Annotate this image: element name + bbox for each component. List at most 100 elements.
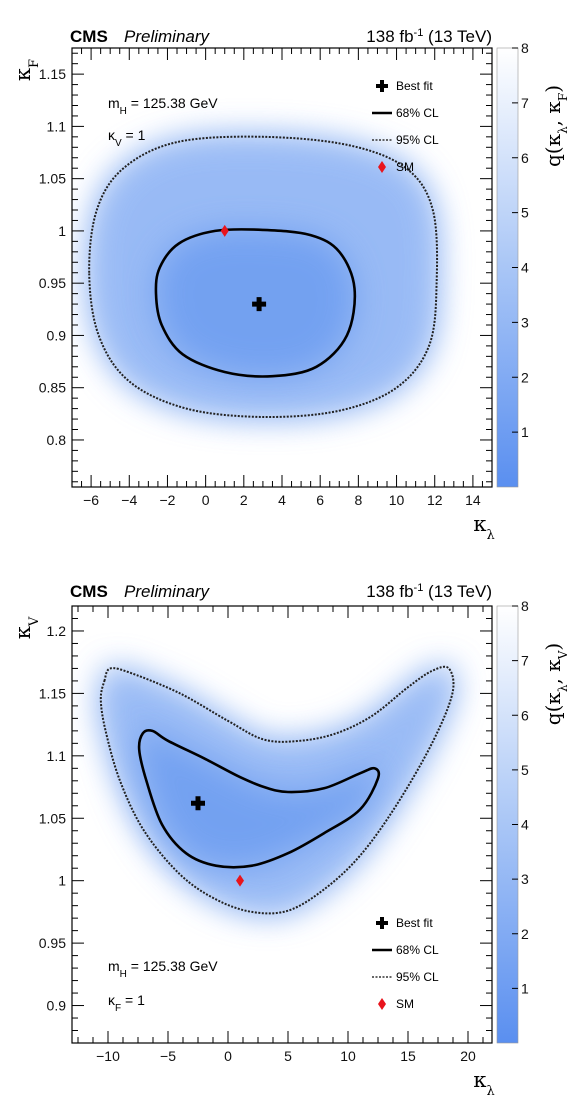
- annotation-mass: mH = 125.38 GeV: [108, 95, 218, 117]
- legend-best-fit-symbol: [376, 917, 388, 929]
- experiment-label: CMS: [70, 27, 108, 46]
- colorbar-tick-label: 6: [521, 150, 529, 166]
- best-fit-marker: [191, 796, 205, 811]
- chart-kappa-lambda-vs-kappa-v: −10 −5 0 5 10 15 20 0.9 0.95 1 1.05 1.1 1.15 1.2 CMS Pr…: [0, 553, 580, 1106]
- plot-frame: [71, 605, 493, 1044]
- x-tick-label: −2: [159, 492, 175, 508]
- heatmap-inner-shade: [139, 730, 379, 868]
- x-tick-label: −6: [83, 492, 99, 508]
- colorbar-tick-label: 3: [521, 871, 529, 887]
- x-tick-label: 4: [278, 492, 286, 508]
- contour-95-cl: [88, 135, 439, 419]
- legend-label: 95% CL: [396, 970, 439, 984]
- x-tick-label: 20: [460, 1048, 476, 1064]
- contour-68-cl: [154, 228, 357, 378]
- colorbar-tick-label: 6: [521, 707, 529, 723]
- y-tick-label: 0.9: [47, 327, 67, 343]
- x-tick-label: 8: [354, 492, 362, 508]
- y-tick-label: 1.15: [39, 685, 66, 701]
- legend-best-fit: Best fit: [376, 916, 433, 930]
- x-tick-label: 2: [240, 492, 248, 508]
- legend-label: 95% CL: [396, 133, 439, 147]
- contour-95-cl: [99, 665, 455, 915]
- y-tick-label: 1.05: [39, 810, 66, 826]
- x-axis-label: κλ: [473, 512, 494, 543]
- legend-label: Best fit: [396, 916, 433, 930]
- legend-sm-symbol: [378, 998, 386, 1010]
- sm-marker: [220, 224, 229, 237]
- y-tick-label: 0.8: [47, 432, 67, 448]
- y-tick-label: 1: [58, 873, 66, 889]
- colorbar-tick-label: 5: [521, 205, 529, 221]
- legend-label: SM: [396, 997, 414, 1011]
- contour-68-cl: [137, 728, 381, 869]
- colorbar-tick-label: 1: [521, 424, 529, 440]
- y-tick-label: 1.1: [47, 118, 67, 134]
- legend-label: 68% CL: [396, 106, 439, 120]
- colorbar-tick-label: 7: [521, 653, 529, 669]
- luminosity-label: 138 fb-1 (13 TeV): [366, 27, 492, 46]
- x-tick-label: 10: [340, 1048, 356, 1064]
- legend-95-cl: 95% CL: [372, 970, 439, 984]
- legend-best-fit-symbol: [376, 80, 388, 92]
- x-tick-label: −10: [96, 1048, 120, 1064]
- legend-sm: SM: [378, 160, 414, 174]
- colorbar-tick-label: 3: [521, 314, 529, 330]
- x-tick-label: −5: [160, 1048, 176, 1064]
- legend-68-cl: 68% CL: [372, 106, 439, 120]
- colorbar-label: q(κλ, κF): [541, 85, 570, 167]
- legend-sm-symbol: [378, 161, 386, 173]
- experiment-label: CMS: [70, 582, 108, 601]
- colorbar-tick-label: 4: [521, 260, 529, 276]
- y-tick-label: 0.95: [39, 275, 66, 291]
- annotation-fixed-coupling: κF = 1: [108, 992, 145, 1014]
- colorbar-tick-label: 5: [521, 762, 529, 778]
- x-tick-label: 5: [284, 1048, 292, 1064]
- colorbar-label: q(κλ, κV): [541, 643, 570, 725]
- y-tick-label: 1.2: [47, 623, 67, 639]
- x-axis-label: κλ: [473, 1068, 494, 1099]
- y-tick-label: 1.15: [39, 66, 66, 82]
- colorbar-tick-label: 8: [521, 40, 529, 56]
- annotation-mass: mH = 125.38 GeV: [108, 958, 218, 980]
- colorbar-tick-label: 2: [521, 369, 529, 385]
- legend-best-fit: Best fit: [376, 79, 433, 93]
- legend-label: SM: [396, 160, 414, 174]
- y-axis-label: κV: [11, 616, 42, 639]
- x-tick-label: 0: [202, 492, 210, 508]
- x-tick-label: 12: [427, 492, 443, 508]
- legend-label: Best fit: [396, 79, 433, 93]
- sm-marker: [236, 874, 244, 887]
- status-label: Preliminary: [124, 582, 211, 601]
- legend-sm: SM: [378, 997, 414, 1011]
- luminosity-label: 138 fb-1 (13 TeV): [366, 582, 492, 601]
- chart-svg-1: −6 −4 −2 0 2 4 6 8 10 12 140.80.850.90.9511.051.11…: [11, 27, 570, 543]
- legend-68-cl: 68% CL: [372, 943, 439, 957]
- y-tick-label: 0.9: [47, 998, 67, 1014]
- y-tick-label: 0.85: [39, 380, 66, 396]
- heatmap: [89, 136, 438, 418]
- status-label: Preliminary: [124, 27, 211, 46]
- x-tick-label: 10: [389, 492, 405, 508]
- y-axis-label: κF: [11, 59, 42, 81]
- colorbar-tick-label: 4: [521, 817, 529, 833]
- y-tick-label: 1.1: [47, 748, 67, 764]
- annotation-fixed-coupling: κV = 1: [108, 127, 146, 149]
- y-tick-label: 1: [58, 223, 66, 239]
- x-tick-label: 0: [224, 1048, 232, 1064]
- colorbar-tick-label: 7: [521, 95, 529, 111]
- x-tick-label: 14: [465, 492, 481, 508]
- x-tick-label: −4: [121, 492, 137, 508]
- y-tick-label: 0.95: [39, 935, 66, 951]
- x-tick-label: 15: [400, 1048, 416, 1064]
- legend-label: 68% CL: [396, 943, 439, 957]
- colorbar-tick-label: 8: [521, 598, 529, 614]
- y-tick-label: 1.05: [39, 171, 66, 187]
- colorbar-tick-label: 2: [521, 926, 529, 942]
- x-tick-label: 6: [316, 492, 324, 508]
- legend-95-cl: 95% CL: [372, 133, 439, 147]
- colorbar-tick-label: 1: [521, 980, 529, 996]
- chart-kappa-lambda-vs-kappa-f: −6 −4 −2 0 2 4 6 8 10 12 14 0.8 0.85 0.9 0.95 1 1.05 1.1 1…: [11, 27, 570, 543]
- best-fit-marker: [252, 297, 267, 312]
